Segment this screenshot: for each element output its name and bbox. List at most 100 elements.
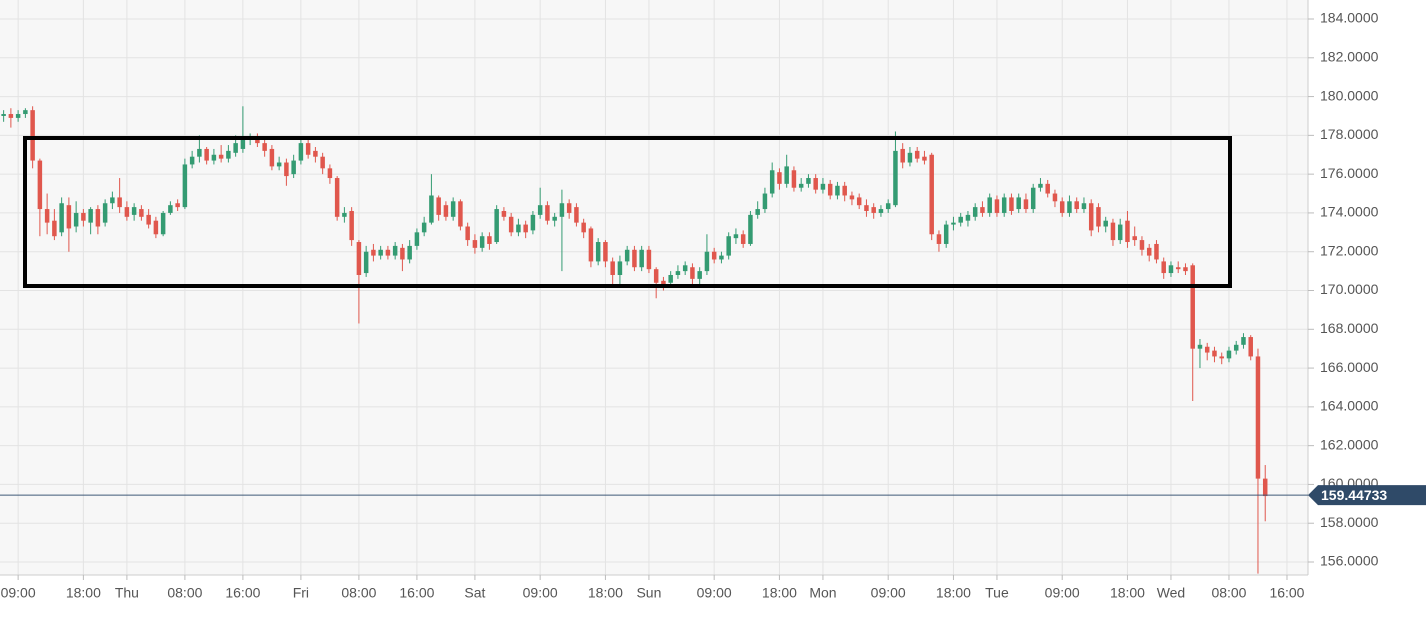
candle-body: [73, 212, 79, 227]
candle-body: [44, 209, 50, 223]
candle-body: [994, 199, 1000, 213]
candle-body: [102, 203, 108, 223]
candle-body: [262, 143, 267, 151]
candle-body: [1168, 265, 1174, 274]
y-tick-label: 178.0000: [1320, 126, 1379, 142]
candle-body: [711, 251, 717, 260]
x-tick-label: 08:00: [341, 585, 376, 601]
candle-body: [1125, 220, 1130, 243]
candle-body: [175, 203, 180, 208]
candle-body: [15, 114, 21, 118]
candle-body: [429, 195, 434, 223]
x-tick-label: Thu: [115, 585, 139, 601]
y-tick-label: 156.0000: [1320, 553, 1379, 569]
candle-body: [407, 245, 412, 260]
candle-body: [66, 205, 72, 229]
candle-body: [1009, 197, 1014, 211]
candle-body: [371, 249, 376, 256]
candle-body: [1074, 201, 1079, 210]
candle-body: [1175, 267, 1181, 270]
candle-body: [835, 185, 840, 196]
candle-body: [1001, 197, 1007, 213]
candle-body: [88, 209, 93, 223]
candle-body: [574, 207, 579, 223]
candle-body: [1255, 356, 1261, 479]
candle-body: [603, 242, 608, 262]
candle-body: [363, 251, 369, 274]
candle-body: [1030, 187, 1036, 210]
candle-body: [1052, 193, 1058, 202]
x-tick-label: 18:00: [1110, 585, 1145, 601]
candle-body: [545, 205, 550, 221]
candle-body: [1226, 350, 1232, 359]
candle-body: [1132, 236, 1137, 241]
x-tick-label: 16:00: [225, 585, 260, 601]
candle-body: [189, 156, 195, 165]
x-tick-label: Mon: [809, 585, 836, 601]
candle-body: [1161, 261, 1166, 274]
candle-body: [378, 249, 383, 256]
candle-body: [1110, 222, 1116, 241]
candle-body: [124, 207, 130, 217]
candle-body: [639, 249, 644, 268]
candle-body: [1204, 346, 1210, 353]
candle-body: [327, 168, 333, 179]
y-tick-label: 182.0000: [1320, 48, 1379, 64]
candle-body: [755, 209, 760, 215]
candle-body: [1059, 201, 1065, 213]
y-tick-label: 168.0000: [1320, 320, 1379, 336]
candle-body: [1096, 207, 1101, 227]
candle-body: [117, 197, 122, 208]
candle-body: [342, 212, 347, 217]
y-tick-label: 162.0000: [1320, 436, 1379, 452]
candle-body: [719, 255, 724, 260]
last-price-label: 159.44733: [1321, 487, 1387, 503]
candle-body: [610, 261, 615, 275]
candle-body: [385, 249, 391, 256]
candle-body: [436, 197, 441, 215]
y-tick-label: 180.0000: [1320, 87, 1379, 103]
candle-body: [595, 242, 601, 262]
candle-body: [197, 148, 202, 157]
x-tick-label: 16:00: [1269, 585, 1304, 601]
candle-body: [81, 212, 86, 221]
x-tick-label: 09:00: [871, 585, 906, 601]
last-price-tag: [1308, 485, 1426, 506]
candle-body: [791, 170, 797, 188]
candle-body: [885, 203, 891, 210]
candle-body: [900, 148, 905, 163]
x-tick-label: 09:00: [1045, 585, 1080, 601]
candle-body: [298, 143, 304, 161]
candle-body: [1262, 478, 1268, 497]
candle-body: [400, 247, 405, 260]
candle-body: [624, 249, 630, 262]
candle-body: [653, 269, 659, 283]
candle-body: [110, 197, 115, 204]
candle-body: [646, 249, 652, 270]
candle-body: [762, 193, 768, 210]
candle-body: [59, 203, 64, 233]
candle-body: [566, 203, 572, 213]
candle-body: [552, 216, 557, 221]
candle-body: [958, 216, 963, 223]
candle-body: [798, 183, 804, 188]
x-tick-label: 09:00: [1, 585, 36, 601]
candle-body: [559, 203, 565, 217]
candle-body: [668, 274, 673, 283]
candle-body: [269, 148, 275, 167]
candle-body: [276, 162, 282, 167]
candle-body: [697, 271, 702, 279]
candle-body: [581, 222, 586, 233]
candle-body: [871, 207, 876, 213]
candle-body: [1081, 203, 1087, 210]
candle-body: [813, 178, 818, 190]
candle-body: [1219, 356, 1224, 359]
candle-body: [291, 160, 296, 175]
candle-body: [218, 154, 224, 159]
candle-body: [980, 207, 985, 213]
candle-body: [1183, 267, 1188, 272]
candle-body: [146, 214, 151, 225]
candle-body: [769, 170, 775, 194]
candle-body: [1088, 203, 1094, 231]
candle-body: [748, 214, 753, 244]
